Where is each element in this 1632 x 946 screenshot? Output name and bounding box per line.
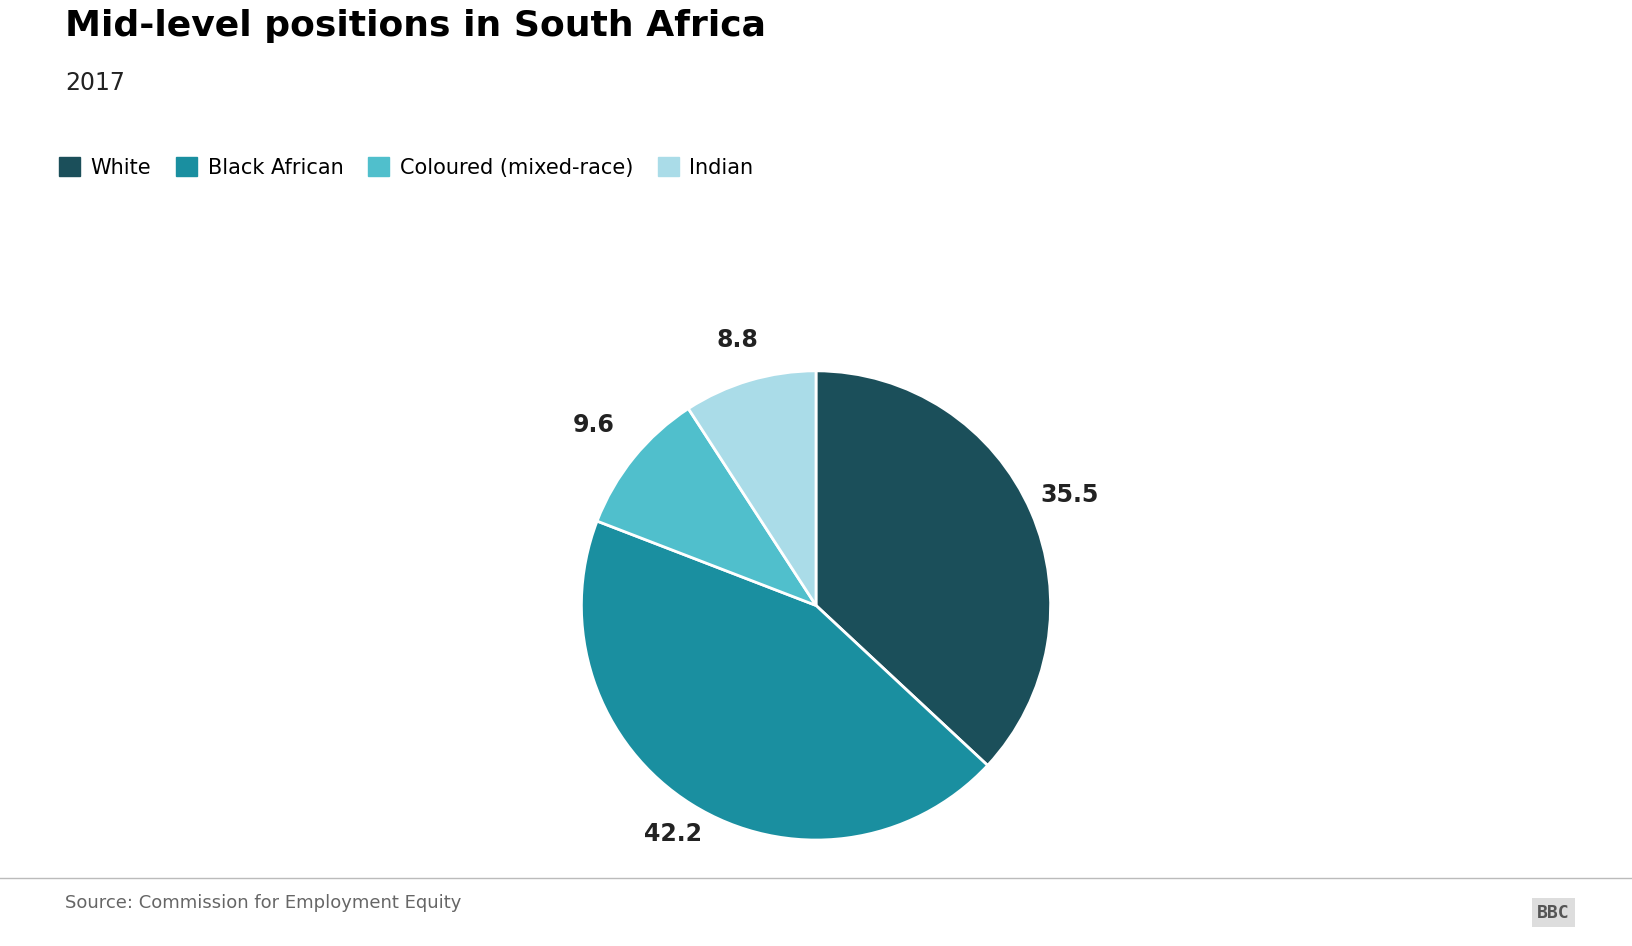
Wedge shape [597,409,816,605]
Text: Mid-level positions in South Africa: Mid-level positions in South Africa [65,9,767,44]
Wedge shape [689,371,816,605]
Text: Source: Commission for Employment Equity: Source: Commission for Employment Equity [65,894,462,912]
Wedge shape [816,371,1051,765]
Text: 8.8: 8.8 [716,328,759,352]
Legend: White, Black African, Coloured (mixed-race), Indian: White, Black African, Coloured (mixed-ra… [59,157,754,178]
Wedge shape [581,521,987,840]
Text: 42.2: 42.2 [645,822,702,846]
Text: 2017: 2017 [65,71,126,95]
Text: 9.6: 9.6 [573,413,615,437]
Text: 35.5: 35.5 [1041,483,1098,507]
Text: BBC: BBC [1537,903,1570,922]
